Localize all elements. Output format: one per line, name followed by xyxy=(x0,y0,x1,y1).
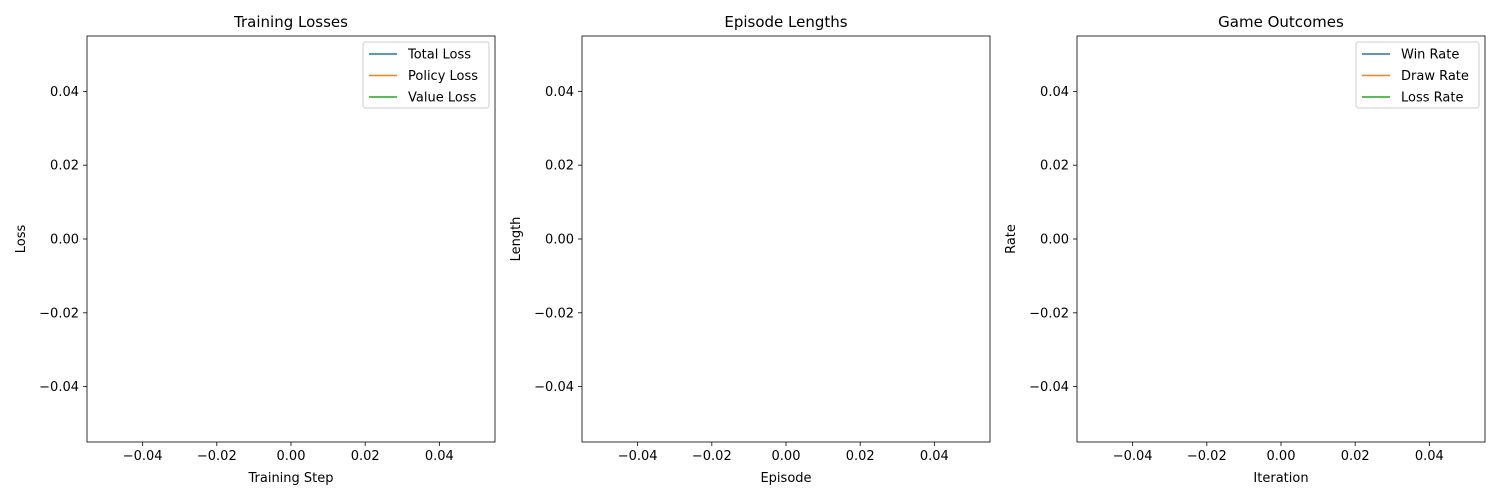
axes-frame xyxy=(86,35,496,443)
x-tick-label: 0.00 xyxy=(277,449,306,464)
y-tick-label: 0.02 xyxy=(50,159,79,174)
y-tick-label: −0.04 xyxy=(1029,380,1069,395)
legend-frame xyxy=(1355,41,1480,109)
y-tick-label: 0.02 xyxy=(545,159,574,174)
legend-label: Loss Rate xyxy=(1401,91,1463,106)
y-tick-label: −0.04 xyxy=(39,380,79,395)
x-axis-label: Iteration xyxy=(1253,471,1308,486)
chart-title: Episode Lengths xyxy=(724,13,847,31)
x-tick-label: −0.02 xyxy=(1187,449,1227,464)
legend-label: Win Rate xyxy=(1401,48,1459,63)
y-axis-label: Rate xyxy=(1004,224,1019,254)
x-tick-label: 0.00 xyxy=(772,449,801,464)
legend-frame xyxy=(362,41,490,109)
x-tick-label: −0.02 xyxy=(692,449,732,464)
y-tick-label: 0.02 xyxy=(1040,159,1069,174)
chart-1: Training Losses −0.04 −0.02 0.00 0.02 0.04 −0.… xyxy=(14,13,496,486)
legend-label: Policy Loss xyxy=(408,69,478,84)
chart-title: Training Losses xyxy=(233,13,348,31)
x-tick-label: 0.04 xyxy=(920,449,949,464)
x-tick-label: 0.04 xyxy=(425,449,454,464)
y-tick-label: −0.02 xyxy=(39,306,79,321)
y-tick-label: −0.02 xyxy=(1029,306,1069,321)
x-tick-label: −0.04 xyxy=(618,449,658,464)
chart-2: Episode Lengths −0.04 −0.02 0.00 0.02 0.04 −0.… xyxy=(509,13,991,486)
y-tick-label: 0.00 xyxy=(545,233,574,248)
legend-label: Value Loss xyxy=(408,91,477,106)
x-tick-label: 0.02 xyxy=(846,449,875,464)
y-tick-label: −0.04 xyxy=(534,380,574,395)
x-axis-label: Episode xyxy=(760,471,811,486)
x-tick-label: 0.02 xyxy=(351,449,380,464)
legend: Win Rate Draw Rate Loss Rate xyxy=(1355,41,1480,109)
legend: Total Loss Policy Loss Value Loss xyxy=(362,41,490,109)
y-tick-label: 0.00 xyxy=(50,233,79,248)
y-axis-label: Length xyxy=(509,217,524,262)
x-tick-label: 0.04 xyxy=(1415,449,1444,464)
chart-3: Game Outcomes −0.04 −0.02 0.00 0.02 0.04 −0.04… xyxy=(1004,13,1486,486)
y-tick-label: 0.04 xyxy=(545,85,574,100)
x-tick-label: −0.04 xyxy=(123,449,163,464)
y-tick-label: 0.04 xyxy=(50,85,79,100)
axes-frame xyxy=(1076,35,1486,443)
y-tick-label: −0.02 xyxy=(534,306,574,321)
x-tick-label: −0.02 xyxy=(197,449,237,464)
chart-title: Game Outcomes xyxy=(1218,13,1344,31)
x-tick-label: 0.00 xyxy=(1267,449,1296,464)
y-tick-label: 0.04 xyxy=(1040,85,1069,100)
legend-label: Total Loss xyxy=(407,48,471,63)
x-axis-label: Training Step xyxy=(247,471,333,486)
y-tick-label: 0.00 xyxy=(1040,233,1069,248)
x-tick-label: −0.04 xyxy=(1113,449,1153,464)
legend-label: Draw Rate xyxy=(1401,69,1469,84)
axes-frame xyxy=(581,35,991,443)
x-tick-label: 0.02 xyxy=(1341,449,1370,464)
y-axis-label: Loss xyxy=(14,225,29,254)
